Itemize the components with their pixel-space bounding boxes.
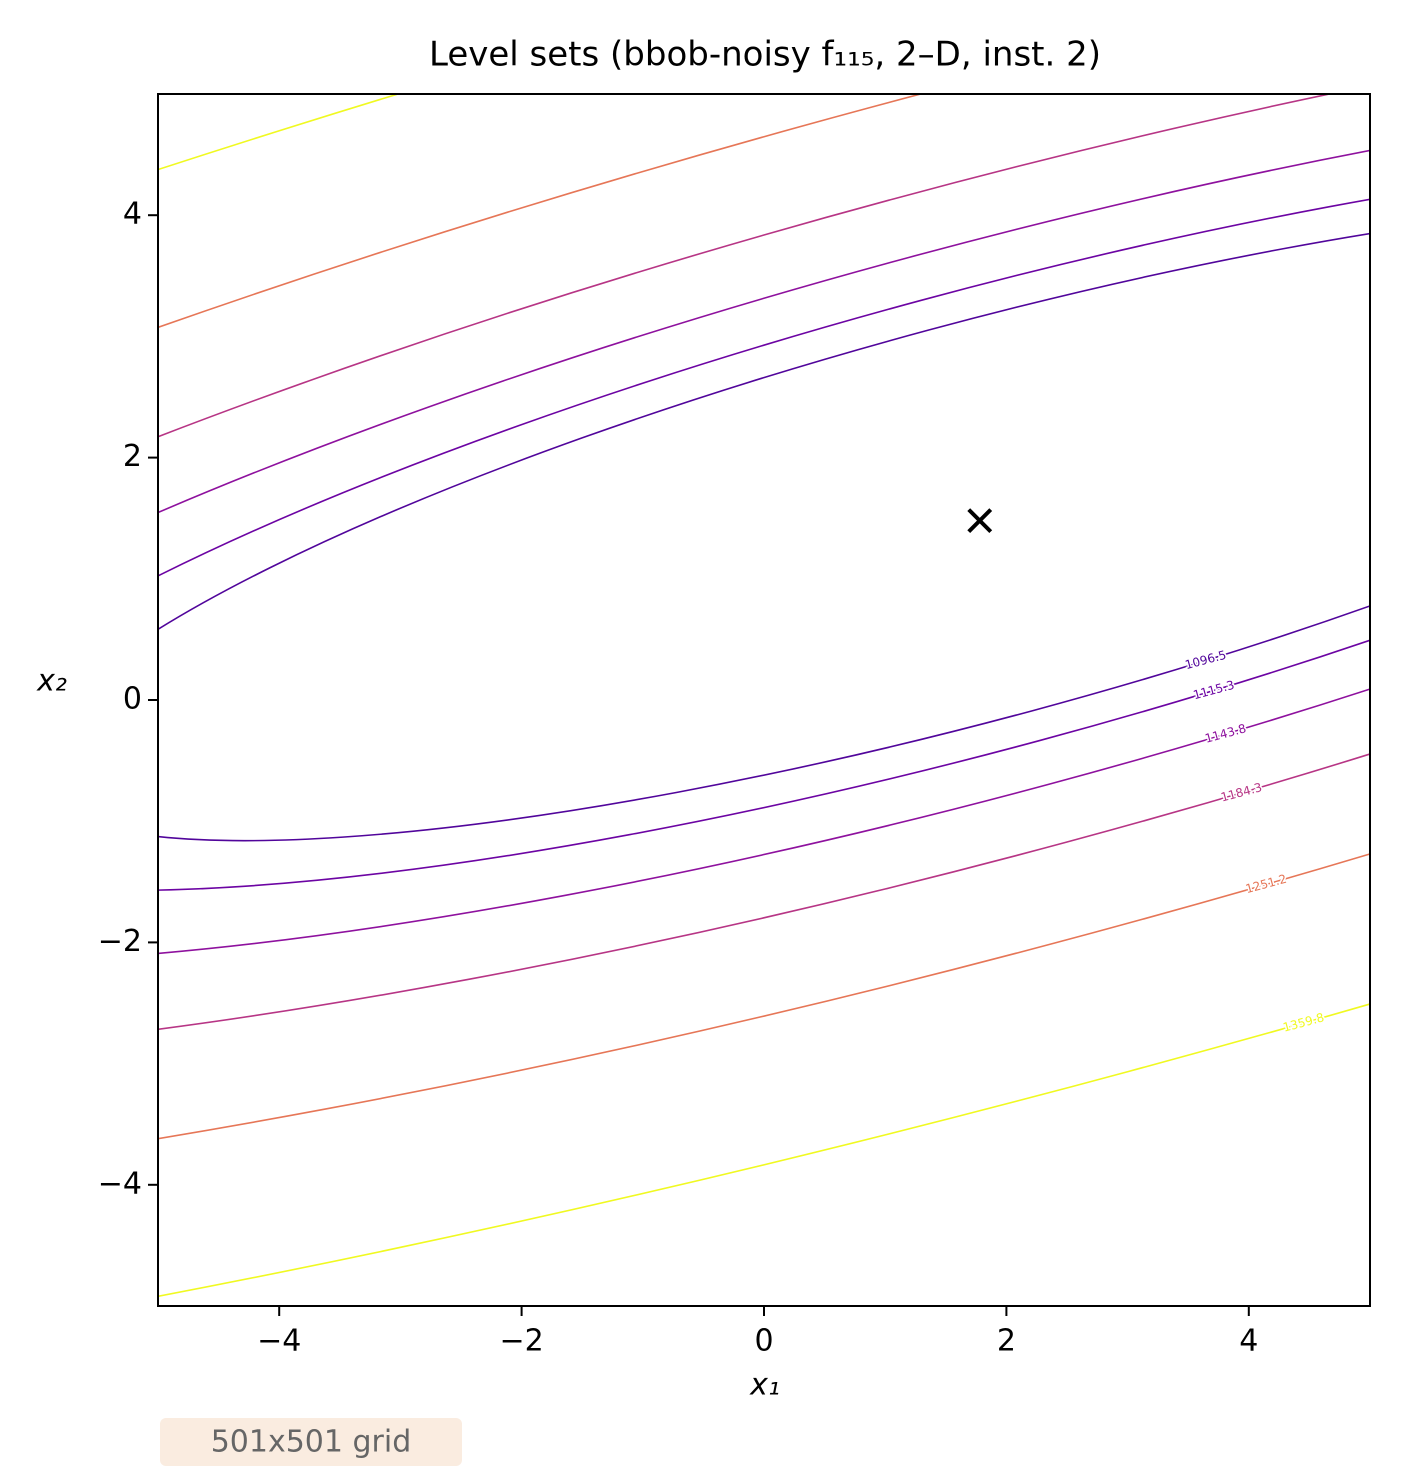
contour-line bbox=[158, 94, 1370, 1062]
annotation: 501x501 grid bbox=[160, 1418, 462, 1466]
annotation-box bbox=[160, 1418, 462, 1466]
contour-line bbox=[158, 199, 1370, 842]
plot-frame bbox=[157, 93, 1371, 1307]
x-tick-label: 0 bbox=[754, 1324, 773, 1359]
x-tick-label: −2 bbox=[499, 1324, 543, 1359]
contour-label: 1143.8 bbox=[1203, 721, 1247, 745]
x-tick-label: 4 bbox=[1239, 1324, 1258, 1359]
contour-line bbox=[158, 94, 1370, 964]
contour-label: 1359.8 bbox=[1281, 1010, 1325, 1034]
y-tick-label: 2 bbox=[123, 439, 142, 474]
optimum-marker bbox=[967, 508, 993, 534]
annotation-text: 501x501 grid bbox=[211, 1425, 412, 1460]
contour-label: 1115.3 bbox=[1192, 678, 1236, 702]
y-tick-label: 4 bbox=[123, 197, 142, 232]
x-tick-label: 2 bbox=[997, 1324, 1016, 1359]
y-tick-label: −4 bbox=[98, 1166, 142, 1201]
chart-title: Level sets (bbob-noisy f₁₁₅, 2–D, inst. … bbox=[429, 35, 1101, 75]
y-tick-label: 0 bbox=[123, 682, 142, 717]
y-axis-label: x₂ bbox=[36, 664, 67, 699]
y-tick-label: −2 bbox=[98, 924, 142, 959]
x-tick-label: −4 bbox=[257, 1324, 301, 1359]
x-axis-label: x₁ bbox=[749, 1368, 780, 1403]
contour-label: 1251.2 bbox=[1244, 872, 1288, 896]
contour-label: 1096.5 bbox=[1184, 648, 1228, 672]
contour-label: 1184.3 bbox=[1219, 780, 1263, 804]
contour-line bbox=[158, 150, 1370, 892]
